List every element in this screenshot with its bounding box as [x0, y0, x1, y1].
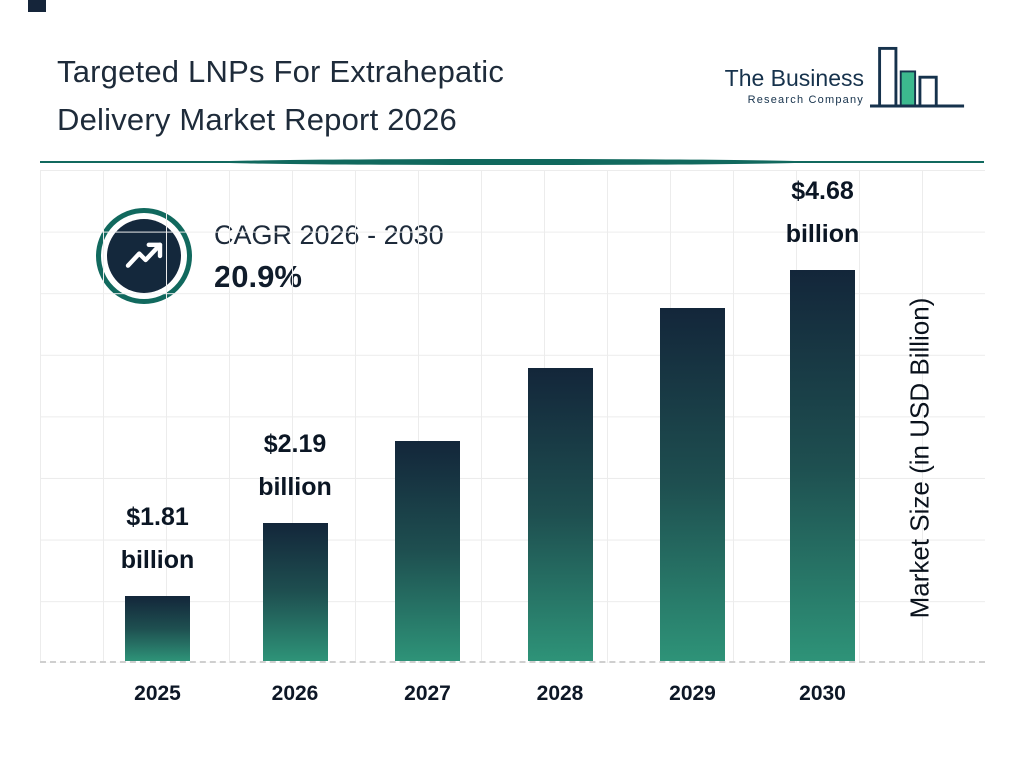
x-axis-label-2027: 2027 [404, 682, 451, 705]
bar-2026 [262, 523, 328, 661]
bar-2029 [660, 308, 725, 661]
page-title-line1: Targeted LNPs For Extrahepatic [57, 54, 505, 89]
logo-name: The Business [724, 65, 864, 91]
x-axis-label-2025: 2025 [134, 682, 181, 705]
bar-value-label-2025: $1.81 billion [73, 496, 243, 582]
bar-value-label-2026: $2.19 billion [210, 423, 380, 509]
bar-value-amount: $2.19 [263, 430, 327, 458]
x-axis-label-2030: 2030 [799, 682, 846, 705]
bar-2027 [395, 441, 460, 661]
company-logo: The Business Research Company [725, 44, 966, 120]
logo-bars-icon [870, 46, 965, 108]
bar-2030 [790, 270, 855, 661]
bar-value-unit: billion [258, 473, 332, 501]
x-axis-label-2026: 2026 [271, 682, 319, 705]
company-logo-text: The Business Research Company [725, 65, 864, 120]
page-title-line2: Delivery Market Report 2026 [57, 102, 457, 137]
bar-value-label-2030: $4.68 billion [738, 170, 908, 256]
bar-value-unit: billion [785, 220, 860, 248]
header-divider [40, 157, 984, 167]
bar-value-amount: $4.68 [791, 177, 854, 205]
page-title: Targeted LNPs For Extrahepatic Delivery … [57, 48, 697, 144]
divider-lens [212, 159, 812, 165]
x-axis: 2025 2026 2027 2028 2029 2030 [40, 682, 985, 712]
x-axis-label-2029: 2029 [669, 682, 716, 705]
bar-value-unit: billion [120, 546, 195, 574]
bar-value-amount: $1.81 [126, 503, 189, 531]
chart-plot-area: $1.81 billion $2.19 billion $4.68 billio… [40, 170, 985, 663]
logo-subname: Research Company [747, 94, 864, 106]
corner-decoration [28, 0, 46, 12]
y-axis-title: Market Size (in USD Billion) [904, 297, 935, 619]
bar-2025 [125, 596, 190, 661]
bar-2028 [527, 368, 593, 661]
x-axis-label-2028: 2028 [536, 682, 584, 705]
